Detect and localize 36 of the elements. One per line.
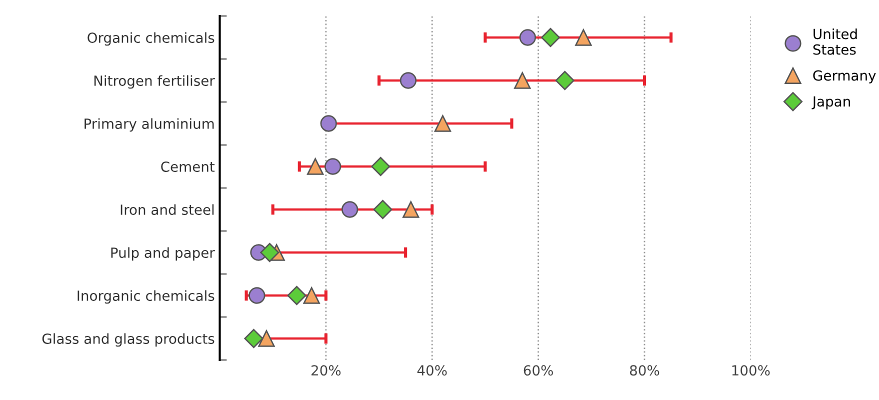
point	[248, 287, 266, 304]
y-tick-label: Glass and glass products	[42, 333, 214, 347]
point	[244, 328, 264, 348]
point	[258, 330, 275, 347]
y-tick-label: Organic chemicals	[88, 32, 214, 46]
legend-label: Germany	[813, 70, 876, 84]
x-tick-label: 80%	[630, 365, 660, 376]
point	[371, 156, 390, 176]
y-tick-label: Iron and steel	[120, 204, 214, 215]
legend-label: Japan	[812, 96, 850, 110]
point	[514, 72, 531, 89]
point	[540, 28, 560, 48]
x-tick-label: 100%	[732, 365, 770, 376]
point	[320, 115, 337, 132]
y-tick-label: Primary aluminium	[84, 118, 214, 132]
point	[519, 29, 536, 46]
x-tick-label: 60%	[524, 365, 553, 376]
point	[341, 201, 358, 218]
point	[260, 242, 280, 262]
y-tick-label: Cement	[161, 161, 215, 172]
point	[306, 158, 324, 175]
point	[400, 72, 417, 89]
point	[402, 201, 420, 218]
point	[373, 200, 392, 220]
point	[303, 287, 320, 304]
x-tick-label: 40%	[417, 365, 447, 376]
y-tick-label: Pulp and paper	[111, 247, 215, 261]
point	[324, 158, 342, 175]
y-tick-label: Nitrogen fertiliser	[94, 75, 215, 89]
x-tick-label: 20%	[312, 365, 341, 376]
point	[287, 286, 306, 306]
point	[575, 29, 592, 46]
point	[555, 70, 574, 90]
legend-label: United States	[813, 28, 857, 55]
point	[434, 115, 452, 132]
y-tick-label: Inorganic chemicals	[78, 290, 214, 304]
